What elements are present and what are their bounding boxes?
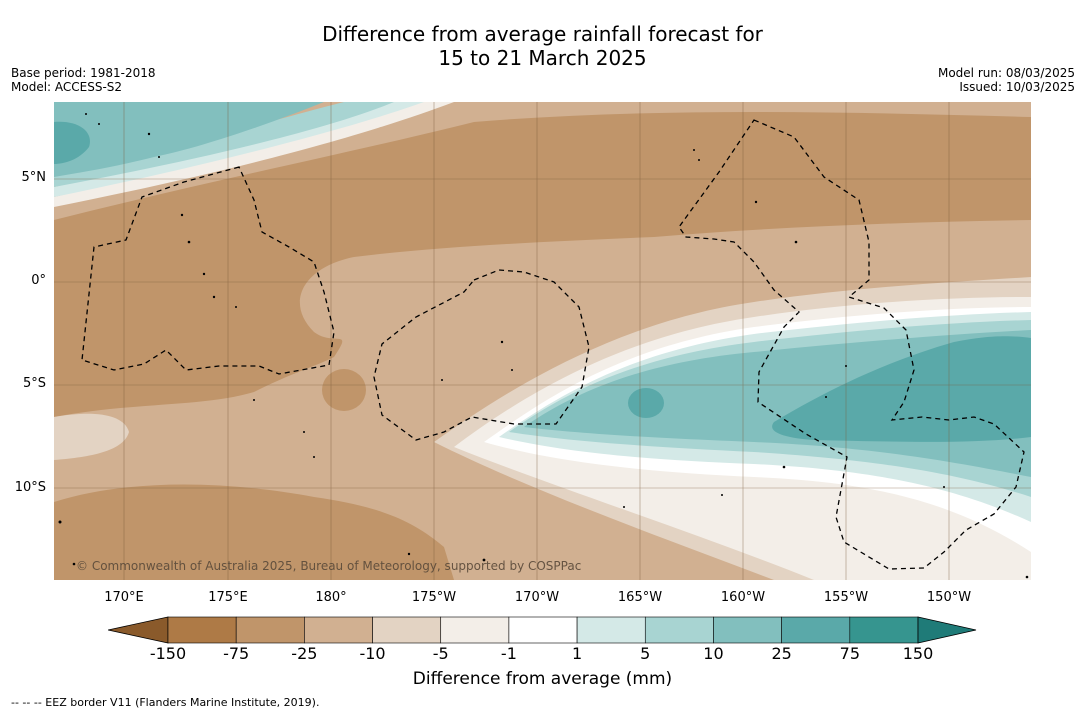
model-name: Model: ACCESS-S2 (11, 80, 123, 94)
colorbar-label: -1 (500, 644, 517, 663)
grid-lines (54, 102, 1031, 580)
base-period: Base period: 1981-2018 (11, 66, 156, 80)
lon-tick-155w: 155°W (823, 590, 869, 605)
region-dry-blob (322, 369, 366, 411)
region-wet-strong-north (54, 121, 90, 164)
colorbar-cell (440, 616, 510, 644)
region-wet-light-north (54, 102, 424, 197)
colorbar-cell (644, 616, 714, 644)
region-wet-strong-blob (628, 388, 664, 418)
eez-border-phoenix (373, 269, 590, 441)
eez-border-line-islands (678, 119, 1025, 570)
lat-tick-5s: 5°S (22, 376, 46, 391)
region-dry-strong-south (54, 484, 454, 580)
colorbar-label: 150 (902, 644, 934, 663)
region-dry-light-west (54, 413, 129, 460)
issued-date: Issued: 10/03/2025 (959, 80, 1075, 94)
region-dry-strong-north (54, 112, 1031, 417)
region-near-avg-north (54, 102, 454, 207)
lon-tick-170w: 170°W (514, 590, 560, 605)
colorbar-label: 25 (771, 644, 792, 663)
colorbar-title: Difference from average (mm) (412, 669, 673, 689)
colorbar-cell (235, 616, 305, 644)
lon-tick-175w: 175°W (411, 590, 457, 605)
lat-tick-10s: 10°S (14, 480, 46, 495)
lon-tick-165w: 165°W (617, 590, 663, 605)
colorbar-label: 5 (640, 644, 651, 663)
colorbar-cell (167, 616, 237, 644)
colorbar (108, 616, 977, 644)
eez-border-kiribati-west (81, 166, 335, 375)
colorbar-cell (713, 616, 782, 644)
model-run: Model run: 08/03/2025 (937, 66, 1075, 80)
colorbar-label: -150 (149, 644, 187, 663)
colorbar-cell (781, 616, 851, 644)
lat-tick-5n: 5°N (21, 170, 47, 185)
region-wet-mid-north (54, 102, 324, 177)
lon-tick-175e: 175°E (208, 590, 248, 605)
colorbar-cell (508, 616, 578, 644)
colorbar-label: 75 (839, 644, 860, 663)
colorbar-label: 1 (571, 644, 583, 663)
colorbar-label: -10 (359, 644, 386, 663)
colorbar-label: -75 (223, 644, 250, 663)
colorbar-label: -25 (291, 644, 318, 663)
colorbar-cell (372, 616, 442, 644)
lat-tick-0: 0° (31, 273, 46, 288)
map-title: Difference from average rainfall forecas… (0, 22, 1085, 70)
eez-footnote: -- -- -- EEZ border V11 (Flanders Marine… (11, 696, 320, 709)
colorbar-label: 10 (703, 644, 724, 663)
region-wet-north (54, 102, 394, 187)
colorbar-extend-high (917, 616, 977, 644)
rainfall-map: © Commonwealth of Australia 2025, Bureau… (54, 102, 1031, 580)
colorbar-extend-low (108, 616, 169, 644)
lon-tick-160w: 160°W (720, 590, 766, 605)
lon-tick-150w: 150°W (926, 590, 972, 605)
lon-tick-170e: 170°E (104, 590, 144, 605)
lon-tick-180: 180° (315, 590, 347, 605)
title-line-1: Difference from average rainfall forecas… (322, 22, 763, 46)
colorbar-label: -5 (432, 644, 449, 663)
islands (58, 113, 1029, 579)
eez-borders (81, 119, 1025, 570)
copyright-notice: © Commonwealth of Australia 2025, Bureau… (76, 559, 581, 573)
colorbar-cell (849, 616, 919, 644)
map-info-left: Base period: 1981-2018 Model: ACCESS-S2 (11, 66, 156, 94)
title-line-2: 15 to 21 March 2025 (438, 46, 647, 70)
colorbar-cell (576, 616, 646, 644)
colorbar-cell (304, 616, 373, 644)
region-wet-strong-east (772, 336, 1031, 442)
map-info-right: Model run: 08/03/2025 Issued: 10/03/2025 (938, 66, 1075, 94)
